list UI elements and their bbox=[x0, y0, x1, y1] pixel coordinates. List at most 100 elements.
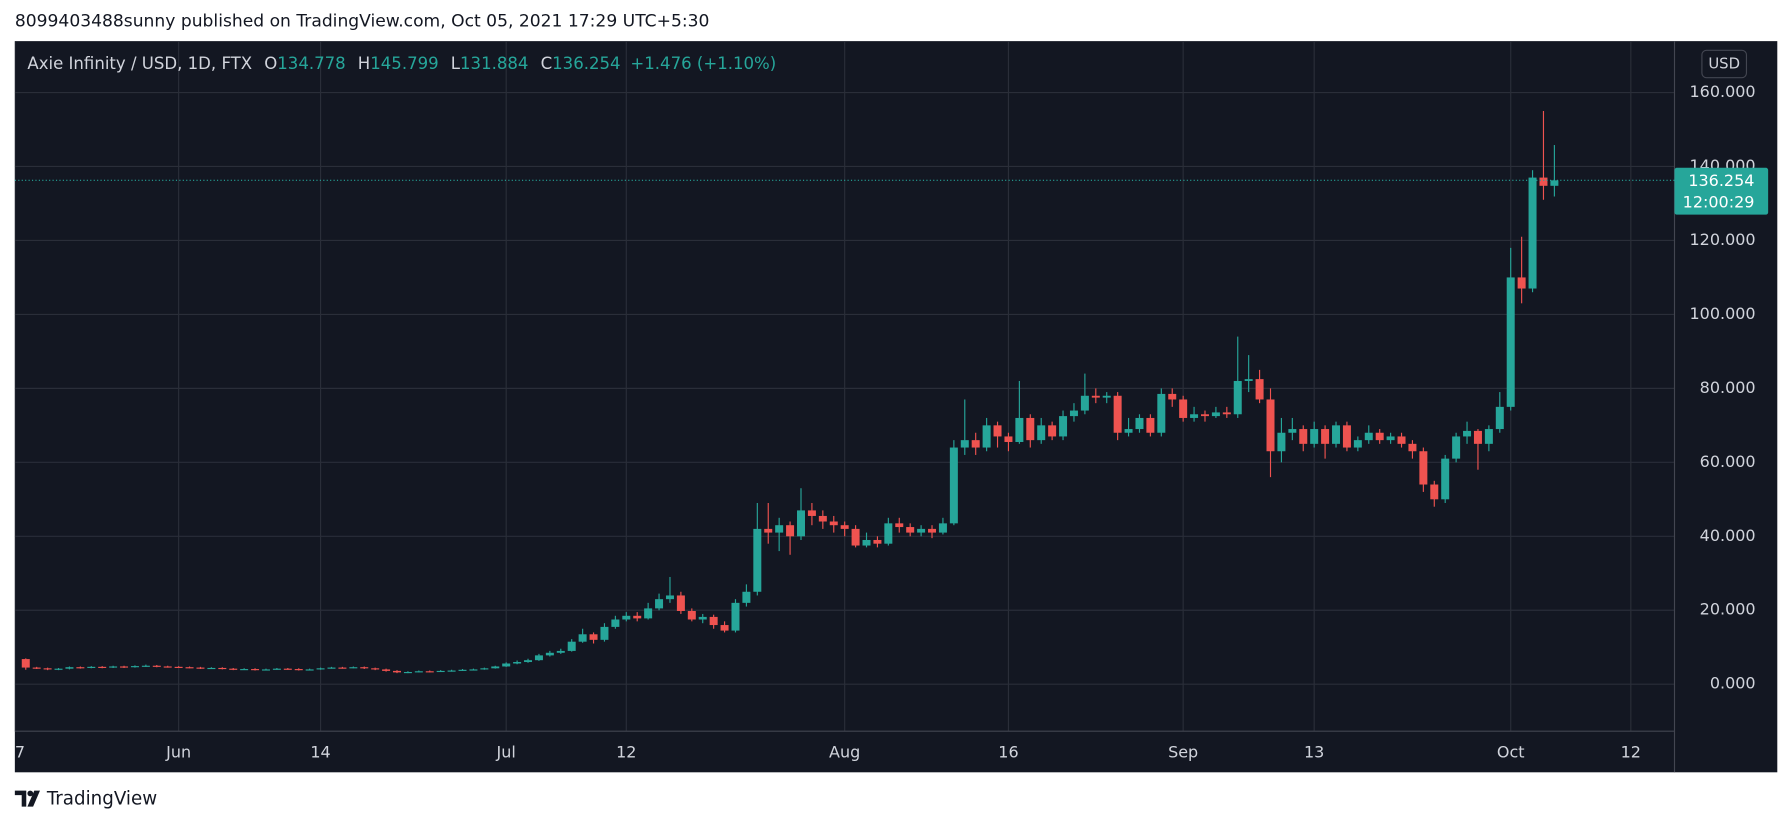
candle-body bbox=[1179, 399, 1188, 418]
candle-body bbox=[87, 666, 96, 668]
candle-body bbox=[851, 528, 860, 546]
x-tick-label: 16 bbox=[998, 742, 1018, 761]
candle-body bbox=[1473, 430, 1482, 444]
logo-part bbox=[27, 790, 34, 797]
candle-body bbox=[1375, 432, 1384, 441]
candle-body bbox=[1277, 432, 1286, 452]
candle-body bbox=[76, 667, 85, 669]
candle-body bbox=[709, 616, 718, 626]
candle-body bbox=[753, 528, 762, 592]
candle-body bbox=[1310, 429, 1319, 444]
candle-body bbox=[742, 591, 751, 603]
brand-logo bbox=[14, 790, 40, 807]
candle-body bbox=[98, 666, 107, 668]
candle-body bbox=[1222, 412, 1231, 415]
x-tick-label: 13 bbox=[1304, 742, 1324, 761]
candle-body bbox=[611, 619, 620, 627]
brand-name: TradingView bbox=[46, 789, 157, 810]
chart-background bbox=[14, 41, 1778, 773]
candle-body bbox=[906, 527, 915, 533]
candle-body bbox=[403, 672, 412, 674]
candle-body bbox=[1332, 425, 1341, 444]
candle-body bbox=[1026, 417, 1035, 441]
candle-body bbox=[1364, 432, 1373, 441]
candle-body bbox=[949, 447, 958, 524]
time-axis: 17 Jun 14 Jul 12 Aug 16 Sep 13 Oct 12 bbox=[15, 742, 1641, 761]
candle-body bbox=[425, 671, 434, 673]
countdown-label: 12:00:29 bbox=[1683, 193, 1755, 212]
candle-body bbox=[109, 666, 118, 668]
symbol-title: Axie Infinity / USD, 1D, FTX bbox=[27, 53, 252, 72]
candle-body bbox=[655, 599, 664, 609]
candle-body bbox=[665, 595, 674, 600]
candle-body bbox=[196, 667, 205, 669]
publish-header: 8099403488sunny published on TradingView… bbox=[15, 12, 710, 32]
close-label: C bbox=[541, 53, 553, 72]
candle-body bbox=[567, 641, 576, 651]
logo-part bbox=[27, 790, 40, 807]
candle-body bbox=[1113, 395, 1122, 433]
candle-body bbox=[1244, 379, 1253, 381]
candle-body bbox=[1517, 277, 1526, 289]
candle-body bbox=[1528, 177, 1537, 289]
y-tick-label: 120.000 bbox=[1689, 230, 1755, 249]
candle-body bbox=[1200, 414, 1209, 417]
candle-body bbox=[982, 425, 991, 448]
high-value: 145.799 bbox=[370, 53, 438, 72]
candle-body bbox=[251, 669, 260, 671]
candle-body bbox=[305, 669, 314, 671]
candle-body bbox=[1211, 412, 1220, 417]
candle-body bbox=[316, 668, 325, 670]
change-value: +1.476 (+1.10%) bbox=[630, 53, 776, 72]
candle-body bbox=[884, 523, 893, 544]
candle-body bbox=[1124, 429, 1133, 433]
candle-body bbox=[1037, 425, 1046, 441]
candle-body bbox=[960, 440, 969, 448]
candle-body bbox=[393, 670, 402, 673]
candle-body bbox=[1091, 395, 1100, 398]
candle-body bbox=[414, 671, 423, 673]
candle-body bbox=[1168, 393, 1177, 400]
low-label: L bbox=[451, 53, 461, 72]
candle-body bbox=[1321, 429, 1330, 444]
candles bbox=[21, 111, 1559, 674]
candle-body bbox=[534, 655, 543, 661]
candle-body bbox=[993, 425, 1002, 437]
candle-body bbox=[938, 523, 947, 533]
y-tick-label: 80.000 bbox=[1700, 378, 1756, 397]
candle-body bbox=[43, 668, 52, 670]
candle-body bbox=[382, 669, 391, 671]
candle-body bbox=[152, 665, 161, 667]
candle-body bbox=[1550, 180, 1559, 186]
candle-body bbox=[1288, 429, 1297, 433]
last-price: 136.254 12:00:29 bbox=[14, 167, 1769, 215]
candle-body bbox=[676, 595, 685, 611]
candle-body bbox=[120, 666, 129, 668]
candle-body bbox=[283, 668, 292, 670]
candle-body bbox=[21, 659, 30, 668]
candle-body bbox=[764, 528, 773, 533]
candle-body bbox=[1059, 416, 1068, 437]
x-tick-label: Jun bbox=[165, 742, 191, 761]
candle-body bbox=[895, 523, 904, 528]
candle-body bbox=[775, 525, 784, 533]
candle-body bbox=[436, 670, 445, 673]
candle-body bbox=[524, 660, 533, 663]
candle-body bbox=[207, 667, 216, 670]
candle-body bbox=[786, 525, 795, 537]
candle-body bbox=[796, 510, 805, 537]
candle-body bbox=[1484, 429, 1493, 444]
currency-label[interactable]: USD bbox=[1708, 55, 1740, 73]
candle-body bbox=[1004, 436, 1013, 442]
candle-body bbox=[229, 668, 238, 670]
candle-body bbox=[513, 662, 522, 664]
candle-body bbox=[1495, 406, 1504, 430]
candle-body bbox=[130, 666, 139, 668]
candle-body bbox=[360, 667, 369, 669]
currency-button[interactable] bbox=[1701, 49, 1748, 79]
candle-body bbox=[622, 615, 631, 620]
candle-body bbox=[1419, 451, 1428, 485]
candle-body bbox=[698, 616, 707, 620]
candle-body bbox=[1506, 277, 1515, 407]
candle-body bbox=[185, 667, 194, 669]
